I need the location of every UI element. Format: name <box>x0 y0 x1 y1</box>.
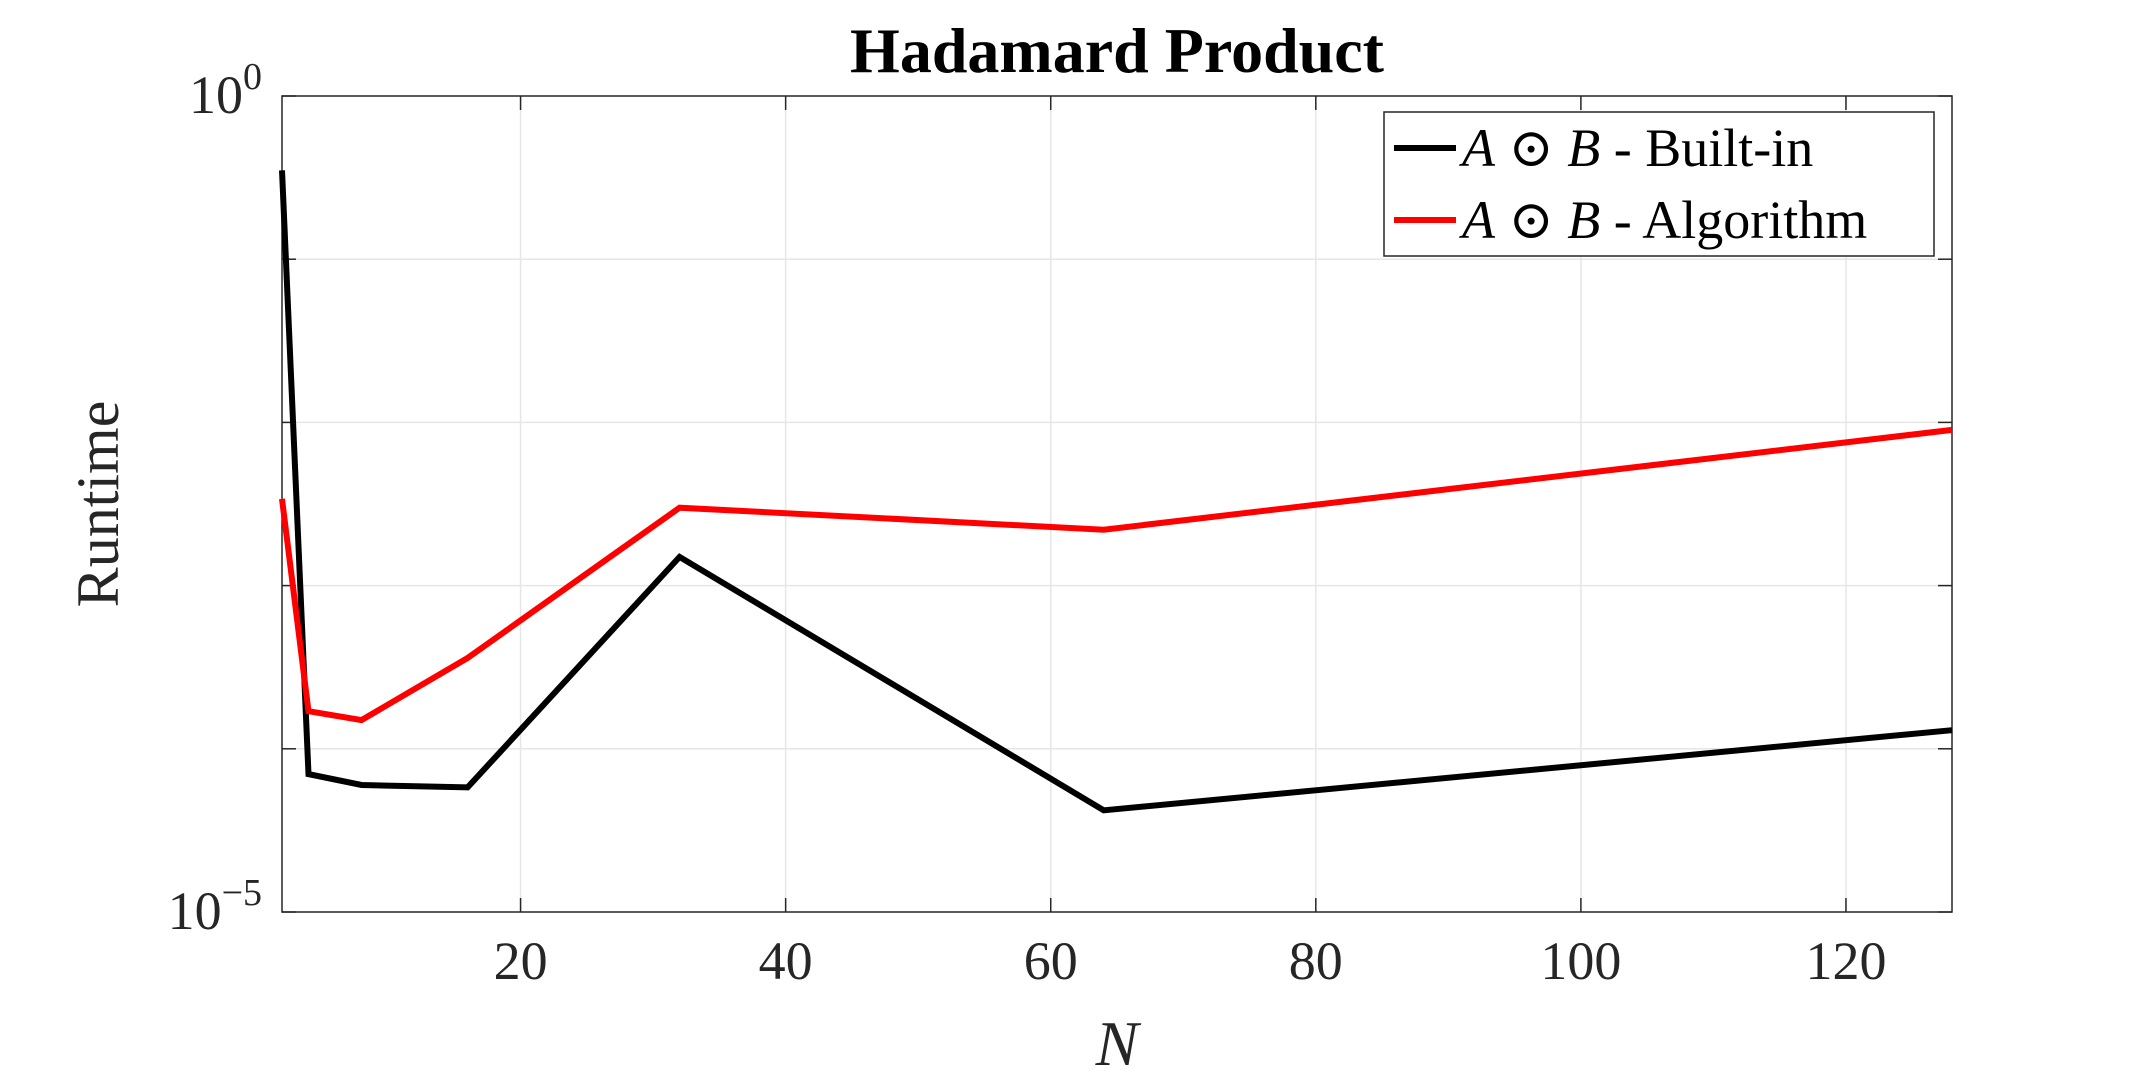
legend-box <box>1383 111 1935 257</box>
x-tick-label: 120 <box>1805 931 1886 991</box>
x-axis-label: N <box>1095 1008 1142 1079</box>
legend-entry: A ⊙ B - Algorithm <box>1459 190 1867 250</box>
axis-ticks <box>282 95 1952 913</box>
legend-entry: A ⊙ B - Built-in <box>1459 118 1813 178</box>
series-lines <box>279 170 1953 814</box>
y-tick-label: 100 <box>189 56 262 125</box>
series-line-0 <box>279 170 1953 814</box>
x-tick-label: 100 <box>1540 931 1621 991</box>
x-tick-label: 80 <box>1289 931 1343 991</box>
chart-title: Hadamard Product <box>850 15 1385 86</box>
y-tick-label: 10−5 <box>168 872 262 941</box>
legend: A ⊙ B - Built-in A ⊙ B - Algorithm <box>1383 111 1935 257</box>
x-tick-label: 60 <box>1024 931 1078 991</box>
y-axis-label: Runtime <box>65 401 131 608</box>
x-tick-labels: 20 40 60 80 100 120 <box>494 931 1887 991</box>
x-tick-label: 20 <box>494 931 548 991</box>
y-tick-labels: 10−5 100 <box>168 56 262 941</box>
series-line-1 <box>279 426 1953 724</box>
x-tick-label: 40 <box>759 931 813 991</box>
